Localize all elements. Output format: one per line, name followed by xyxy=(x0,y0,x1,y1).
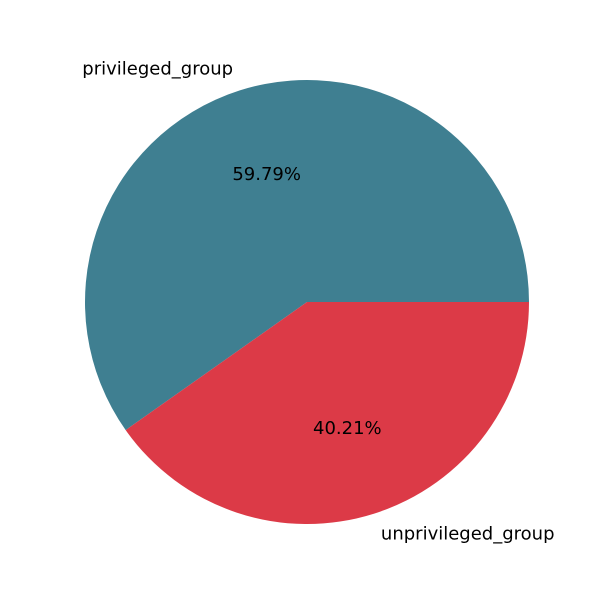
pie-slice-privileged-group xyxy=(84,80,529,431)
slice-percent-privileged-group: 59.79% xyxy=(232,164,301,185)
pie-slice-unprivileged-group xyxy=(125,302,529,524)
slice-label-privileged-group: privileged_group xyxy=(82,58,233,79)
slice-percent-unprivileged-group: 40.21% xyxy=(313,418,382,439)
slice-label-unprivileged-group: unprivileged_group xyxy=(381,524,555,545)
pie-labels: privileged_group 59.79% unprivileged_group… xyxy=(82,58,554,544)
pie-slices xyxy=(84,80,529,524)
